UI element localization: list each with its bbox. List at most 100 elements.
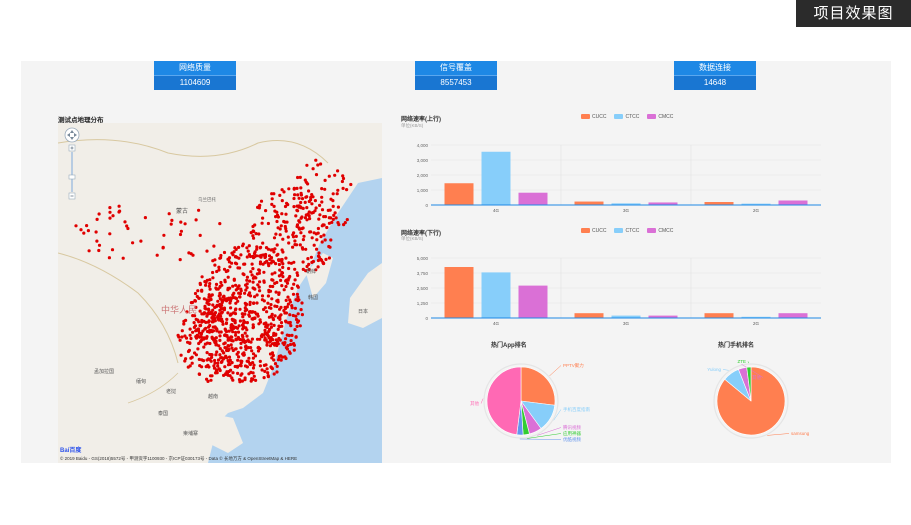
legend-item[interactable]: CTCC	[614, 114, 639, 120]
test-point-dot	[198, 281, 202, 285]
test-point-dot	[304, 247, 308, 251]
test-point-dot	[121, 256, 125, 260]
test-point-dot	[277, 292, 281, 296]
test-point-dot	[117, 210, 121, 214]
test-point-dot	[220, 300, 224, 305]
test-point-dot	[189, 356, 193, 360]
test-point-dot	[223, 278, 227, 282]
map-view[interactable]: 蒙古 乌兰巴托 中华人民 朝鲜 韩国 日本 孟加拉国 缅甸 老挝 泰国 柬埔寨 …	[58, 123, 382, 463]
test-point-dot	[258, 260, 263, 264]
test-point-dot	[216, 299, 220, 303]
test-point-dot	[197, 208, 201, 212]
test-point-dot	[248, 310, 253, 314]
test-point-dot	[194, 218, 198, 222]
test-point-dot	[336, 188, 340, 192]
test-point-dot	[236, 335, 240, 340]
test-point-dot	[194, 305, 198, 309]
test-point-dot	[286, 295, 290, 299]
test-point-dot	[266, 371, 270, 375]
test-point-dot	[305, 195, 309, 199]
test-point-dot	[284, 279, 288, 283]
test-point-dot	[237, 245, 241, 249]
test-point-dot	[258, 337, 262, 341]
test-point-dot	[245, 278, 249, 282]
test-point-dot	[266, 247, 270, 251]
test-point-dot	[253, 250, 257, 254]
test-point-dot	[213, 358, 217, 363]
test-point-dot	[230, 251, 234, 255]
test-point-dot	[213, 313, 217, 317]
test-point-dot	[95, 217, 99, 221]
test-point-dot	[188, 327, 192, 331]
test-point-dot	[139, 239, 143, 243]
test-point-dot	[193, 299, 197, 303]
test-point-dot	[200, 289, 204, 293]
test-point-dot	[281, 262, 285, 266]
stat-data-connection[interactable]: 数据连接 14648	[674, 61, 756, 90]
test-point-dot	[248, 279, 252, 283]
test-point-dot	[296, 312, 300, 316]
test-point-dot	[208, 341, 212, 346]
test-point-dot	[274, 290, 278, 294]
test-point-dot	[336, 169, 340, 173]
test-point-dot	[216, 317, 220, 321]
stat-label: 数据连接	[674, 61, 756, 75]
test-point-dot	[216, 361, 220, 365]
test-point-dot	[253, 287, 257, 291]
test-point-dot	[249, 231, 253, 235]
test-point-dot	[228, 362, 232, 366]
test-point-dot	[255, 293, 259, 297]
legend-item[interactable]: CMCC	[647, 114, 673, 120]
test-point-dot	[229, 326, 233, 330]
stat-value: 1104609	[154, 75, 236, 90]
test-point-dot	[270, 367, 274, 371]
pie-leader-line	[549, 365, 562, 377]
test-point-dot	[226, 257, 230, 261]
test-point-dot	[194, 335, 198, 339]
test-point-dot	[79, 228, 83, 232]
test-point-dot	[213, 263, 217, 267]
stat-network-quality[interactable]: 网络质量 1104609	[154, 61, 236, 90]
uplink-legend[interactable]: CUCC CTCC CMCC	[581, 114, 673, 120]
pie-leader-line	[526, 433, 562, 439]
test-point-dot	[197, 357, 201, 361]
test-point-dot	[274, 232, 278, 236]
stat-value: 8557453	[415, 75, 497, 90]
test-point-dot	[178, 338, 182, 342]
test-point-dot	[195, 328, 199, 332]
test-point-dot	[292, 205, 296, 209]
legend-item[interactable]: CMCC	[647, 228, 673, 234]
map-label: 越南	[208, 393, 218, 400]
test-point-dot	[295, 223, 300, 227]
test-point-dot	[284, 298, 288, 302]
test-point-dot	[222, 373, 226, 377]
test-point-dot	[186, 365, 190, 369]
test-point-dot	[222, 267, 227, 271]
pie-leader-line	[553, 409, 562, 421]
test-point-dot	[275, 253, 279, 257]
test-point-dot	[218, 308, 222, 312]
test-point-dot	[227, 360, 231, 364]
test-point-dot	[251, 352, 256, 356]
legend-item[interactable]: CTCC	[614, 228, 639, 234]
test-point-dot	[207, 319, 211, 323]
test-point-dot	[349, 182, 353, 187]
pie-label: ZTE	[738, 359, 747, 364]
test-point-dot	[257, 271, 261, 275]
y-tick-label: 4,000	[417, 143, 429, 148]
test-point-dot	[97, 248, 101, 253]
test-point-dot	[247, 314, 252, 318]
legend-item[interactable]: CUCC	[581, 228, 606, 234]
test-point-dot	[202, 345, 206, 349]
test-point-dot	[231, 284, 235, 288]
legend-item[interactable]: CUCC	[581, 114, 606, 120]
downlink-legend[interactable]: CUCC CTCC CMCC	[581, 228, 673, 234]
test-point-dot	[218, 256, 222, 260]
x-tick-label: 2G	[753, 208, 760, 213]
test-point-dot	[295, 271, 299, 275]
test-point-dot	[179, 229, 183, 233]
test-point-dot	[278, 258, 282, 262]
downlink-chart-unit: 单位(KB/S)	[401, 236, 424, 241]
stat-signal-coverage[interactable]: 信号覆盖 8557453	[415, 61, 497, 90]
test-point-dot	[262, 363, 266, 367]
